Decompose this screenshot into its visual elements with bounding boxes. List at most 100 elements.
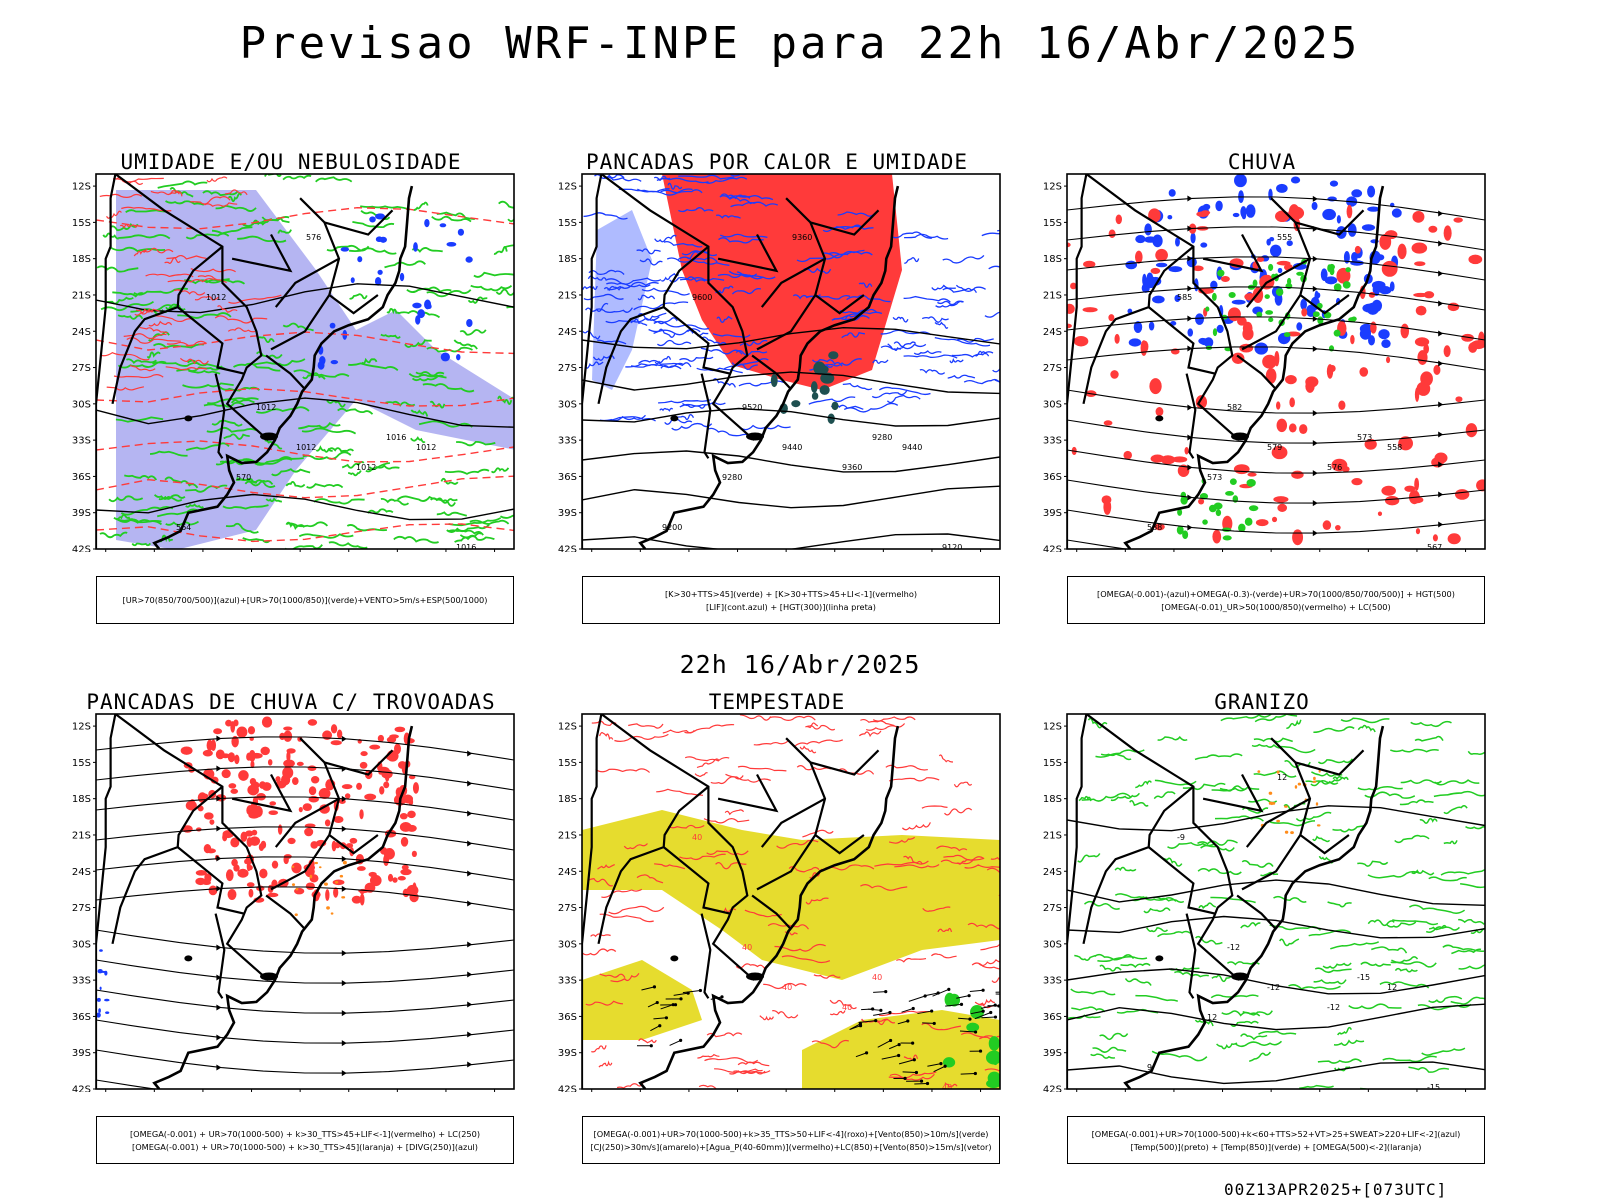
- lagoa-mirim: [746, 972, 765, 981]
- political-border: [1148, 846, 1216, 915]
- wind-vector: [877, 1040, 891, 1048]
- thunderstorm-area: [195, 877, 206, 886]
- rain-area: [1227, 307, 1241, 322]
- coastline: [638, 725, 900, 1089]
- humidity-lower-contour: [117, 360, 167, 369]
- lif-contour: [657, 339, 692, 347]
- lif-contour: [654, 355, 672, 365]
- political-border: [1067, 714, 1088, 1089]
- precipitable-water-contour: [807, 724, 836, 731]
- coastline: [152, 185, 414, 549]
- humidity-lower-contour: [341, 461, 365, 469]
- humidity-lower-contour: [218, 386, 261, 392]
- thunderstorm-weak-area: [339, 874, 344, 878]
- lif-contour: [878, 386, 931, 396]
- temp-850-contour: [1151, 1050, 1208, 1062]
- lif-contour: [605, 277, 662, 285]
- strong-omega-area: [1182, 530, 1189, 540]
- coastline: [1123, 185, 1385, 549]
- precipitable-water-contour: [799, 745, 817, 754]
- thunderstorm-area: [308, 786, 317, 796]
- temp-850-contour: [1099, 964, 1122, 972]
- lif-contour: [833, 311, 883, 320]
- streamline-250: [96, 959, 514, 984]
- lif-contour: [633, 301, 689, 311]
- political-border: [1085, 174, 1240, 441]
- thickness-isoline-detail: [206, 176, 228, 183]
- contour-label: 40: [782, 983, 792, 992]
- thunderstorm-area: [330, 724, 338, 734]
- humidity-core: [369, 216, 376, 223]
- map-panel-5: TEMPESTADE404040404040404012S15S18S21S24…: [542, 690, 1012, 1175]
- humidity-lower-contour: [440, 477, 459, 485]
- humidity-lower-contour: [237, 235, 287, 243]
- wind-vector-head: [879, 1008, 883, 1012]
- precipitable-water-contour: [922, 906, 951, 912]
- lif-contour: [893, 341, 917, 348]
- temp-500-line: [1067, 1061, 1485, 1085]
- omega-area: [1371, 299, 1383, 312]
- thunderstorm-area: [240, 831, 248, 842]
- wind-vector-head: [664, 1016, 669, 1020]
- lat-label: 27S: [1043, 903, 1062, 914]
- streamline-arrow: [216, 855, 222, 862]
- geopotential-300-line: [582, 407, 1000, 427]
- contour-label: 555: [1277, 233, 1292, 242]
- wind-vector: [959, 1030, 976, 1033]
- thunderstorm-area: [351, 895, 362, 904]
- map-background: [96, 714, 514, 1089]
- wind-vector: [908, 995, 926, 1002]
- divergence-area: [96, 1012, 101, 1018]
- precipitable-water-contour: [591, 1045, 607, 1053]
- contour-label: 1016: [456, 543, 476, 552]
- precipitable-water-contour: [829, 999, 857, 1010]
- k-tts-area: [819, 385, 830, 395]
- thunderstorm-weak-area: [294, 913, 298, 917]
- streamline-arrow: [1312, 530, 1318, 537]
- streamline-500: [1067, 346, 1485, 371]
- panel-title: TEMPESTADE: [708, 690, 846, 714]
- precipitable-water-contour: [805, 897, 829, 905]
- omega-area: [1276, 183, 1288, 193]
- humidity-lower-contour: [348, 362, 399, 371]
- contour-label: 573: [1357, 433, 1372, 442]
- precipitable-water-contour: [937, 927, 953, 933]
- thunderstorm-area: [247, 784, 259, 796]
- precipitable-water-contour: [614, 733, 669, 742]
- lat-label: 21S: [72, 290, 91, 301]
- humidity-lower-contour: [277, 229, 292, 234]
- wind-vector-head: [993, 1015, 998, 1019]
- rain-area: [1067, 242, 1071, 248]
- wind-vector-head: [973, 1030, 978, 1034]
- thunderstorm-area: [336, 729, 343, 739]
- thunderstorm-area: [325, 889, 330, 902]
- omega-area: [1215, 200, 1223, 212]
- wind-vector-head: [981, 988, 985, 992]
- omega-area: [1314, 290, 1319, 303]
- temp-850-contour: [1299, 1084, 1334, 1089]
- rain-area: [1397, 243, 1407, 260]
- legend-line: [OMEGA(-0.01)_UR>50(1000/850)(vermelho) …: [1161, 602, 1391, 612]
- thunderstorm-area: [283, 726, 293, 731]
- omega-area: [1133, 321, 1143, 334]
- precipitable-water-contour: [858, 730, 882, 738]
- humidity-lower-contour: [149, 450, 188, 457]
- temp-500-line: [1067, 968, 1485, 995]
- humidity-lower-contour: [284, 544, 323, 549]
- lif-contour: [903, 354, 958, 359]
- panel-legend: [OMEGA(-0.001)+UR>70(1000-500)+k>35_TTS>…: [582, 1116, 1000, 1164]
- lat-label: 15S: [72, 218, 91, 229]
- strong-omega-area: [1256, 311, 1263, 318]
- thunderstorm-area: [251, 829, 258, 836]
- temp-850-contour: [1114, 893, 1148, 899]
- streamline-arrow: [341, 1010, 347, 1017]
- temp-850-contour: [1094, 953, 1135, 961]
- rain-area: [1476, 479, 1485, 492]
- lat-label: 42S: [558, 1085, 577, 1093]
- lake: [670, 415, 679, 422]
- coastline: [638, 185, 900, 549]
- lif-contour: [822, 358, 862, 367]
- temp-850-contour: [1254, 714, 1298, 723]
- panel-title: CHUVA: [1227, 150, 1297, 174]
- temp-850-contour: [1390, 956, 1419, 964]
